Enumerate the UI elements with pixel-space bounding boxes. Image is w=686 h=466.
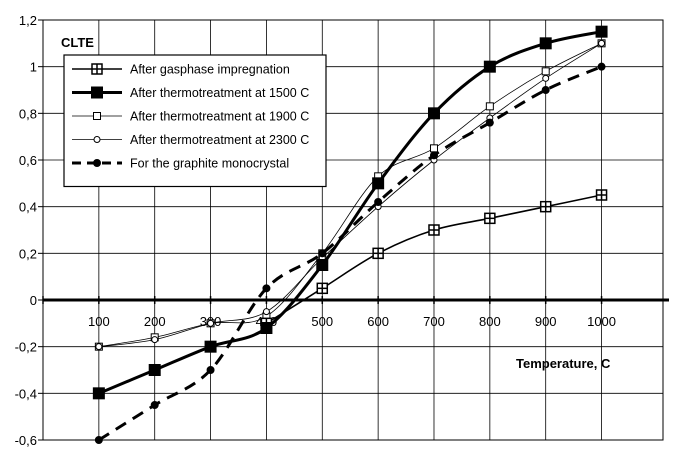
y-tick-label: 0,6 [19, 153, 37, 168]
series-2 [92, 25, 608, 400]
data-point [372, 177, 385, 190]
data-point [539, 37, 552, 50]
data-point [262, 284, 271, 293]
data-point [427, 107, 440, 120]
data-point [95, 343, 103, 351]
data-point [428, 224, 440, 236]
x-tick-label: 200 [144, 314, 166, 329]
x-tick-label: 700 [423, 314, 445, 329]
data-point [595, 189, 608, 201]
x-tick-label: 1000 [587, 314, 616, 329]
x-tick-label: 800 [479, 314, 501, 329]
legend: After gasphase impregnation After thermot… [63, 54, 327, 188]
y-tick-label: 0,4 [19, 200, 37, 215]
legend-entry: After thermotreatment at 1900 C [72, 110, 309, 124]
data-point [484, 212, 496, 225]
y-tick-label: -0,6 [15, 433, 37, 448]
data-point [539, 200, 552, 213]
legend-label: After gasphase impregnation [130, 63, 290, 77]
series-line [98, 42, 602, 348]
y-tick-label: 1,2 [19, 13, 37, 28]
tick-labels: -0,6-0,4-0,200,20,40,60,811,210020030040… [15, 13, 616, 448]
legend-marker [93, 159, 101, 167]
y-tick-label: 0,8 [19, 106, 37, 121]
series-line [98, 42, 602, 348]
data-point [151, 336, 159, 344]
y-tick-label: 1 [30, 60, 37, 75]
legend-label: After thermotreatment at 1900 C [130, 110, 309, 124]
legend-label: After thermotreatment at 2300 C [130, 133, 309, 147]
legend-marker [93, 112, 101, 120]
data-point [316, 259, 329, 271]
legend-entry: After thermotreatment at 1500 C [72, 86, 309, 100]
data-point [148, 364, 161, 376]
data-point [542, 74, 550, 82]
y-tick-label: -0,2 [15, 340, 37, 355]
data-point [318, 249, 327, 258]
data-point [597, 62, 606, 71]
axes [38, 19, 669, 441]
data-point [598, 39, 606, 47]
y-tick-label: -0,4 [15, 386, 37, 401]
data-point [429, 151, 438, 160]
data-point [206, 366, 215, 374]
data-point [260, 322, 273, 334]
legend-marker [91, 86, 103, 99]
legend-marker [91, 63, 103, 75]
legend-label: For the graphite monocrystal [130, 157, 289, 171]
data-point [541, 86, 550, 94]
legend-marker [93, 136, 101, 143]
legend-box [63, 54, 327, 188]
data-point [429, 144, 438, 153]
plot-border [42, 19, 664, 441]
legend-entry: For the graphite monocrystal [72, 157, 289, 171]
data-point [485, 102, 494, 111]
x-tick-label: 600 [367, 314, 389, 329]
x-tick-label: 100 [88, 314, 110, 329]
data-point [94, 436, 103, 444]
x-axis-label: Temperature, C [516, 356, 611, 371]
y-axis-label: CLTE [61, 35, 94, 50]
data-point [150, 401, 159, 409]
data-point [372, 247, 384, 260]
x-tick-label: 900 [535, 314, 557, 329]
data-point [374, 198, 383, 206]
legend-label: After thermotreatment at 1500 C [130, 86, 309, 100]
data-point [541, 67, 550, 76]
data-series [92, 25, 608, 444]
data-point [207, 319, 215, 327]
data-point [485, 118, 494, 127]
x-tick-label: 500 [311, 314, 333, 329]
data-point [204, 340, 217, 353]
data-point [595, 25, 608, 38]
legend-entry: After gasphase impregnation [72, 63, 290, 77]
data-point [92, 387, 105, 400]
data-point [262, 308, 270, 316]
series-line [98, 30, 602, 395]
legend-entry: After thermotreatment at 2300 C [72, 133, 309, 147]
data-point [483, 60, 496, 73]
y-tick-label: 0 [30, 293, 37, 308]
data-point [316, 282, 329, 295]
y-tick-label: 0,2 [19, 246, 37, 261]
